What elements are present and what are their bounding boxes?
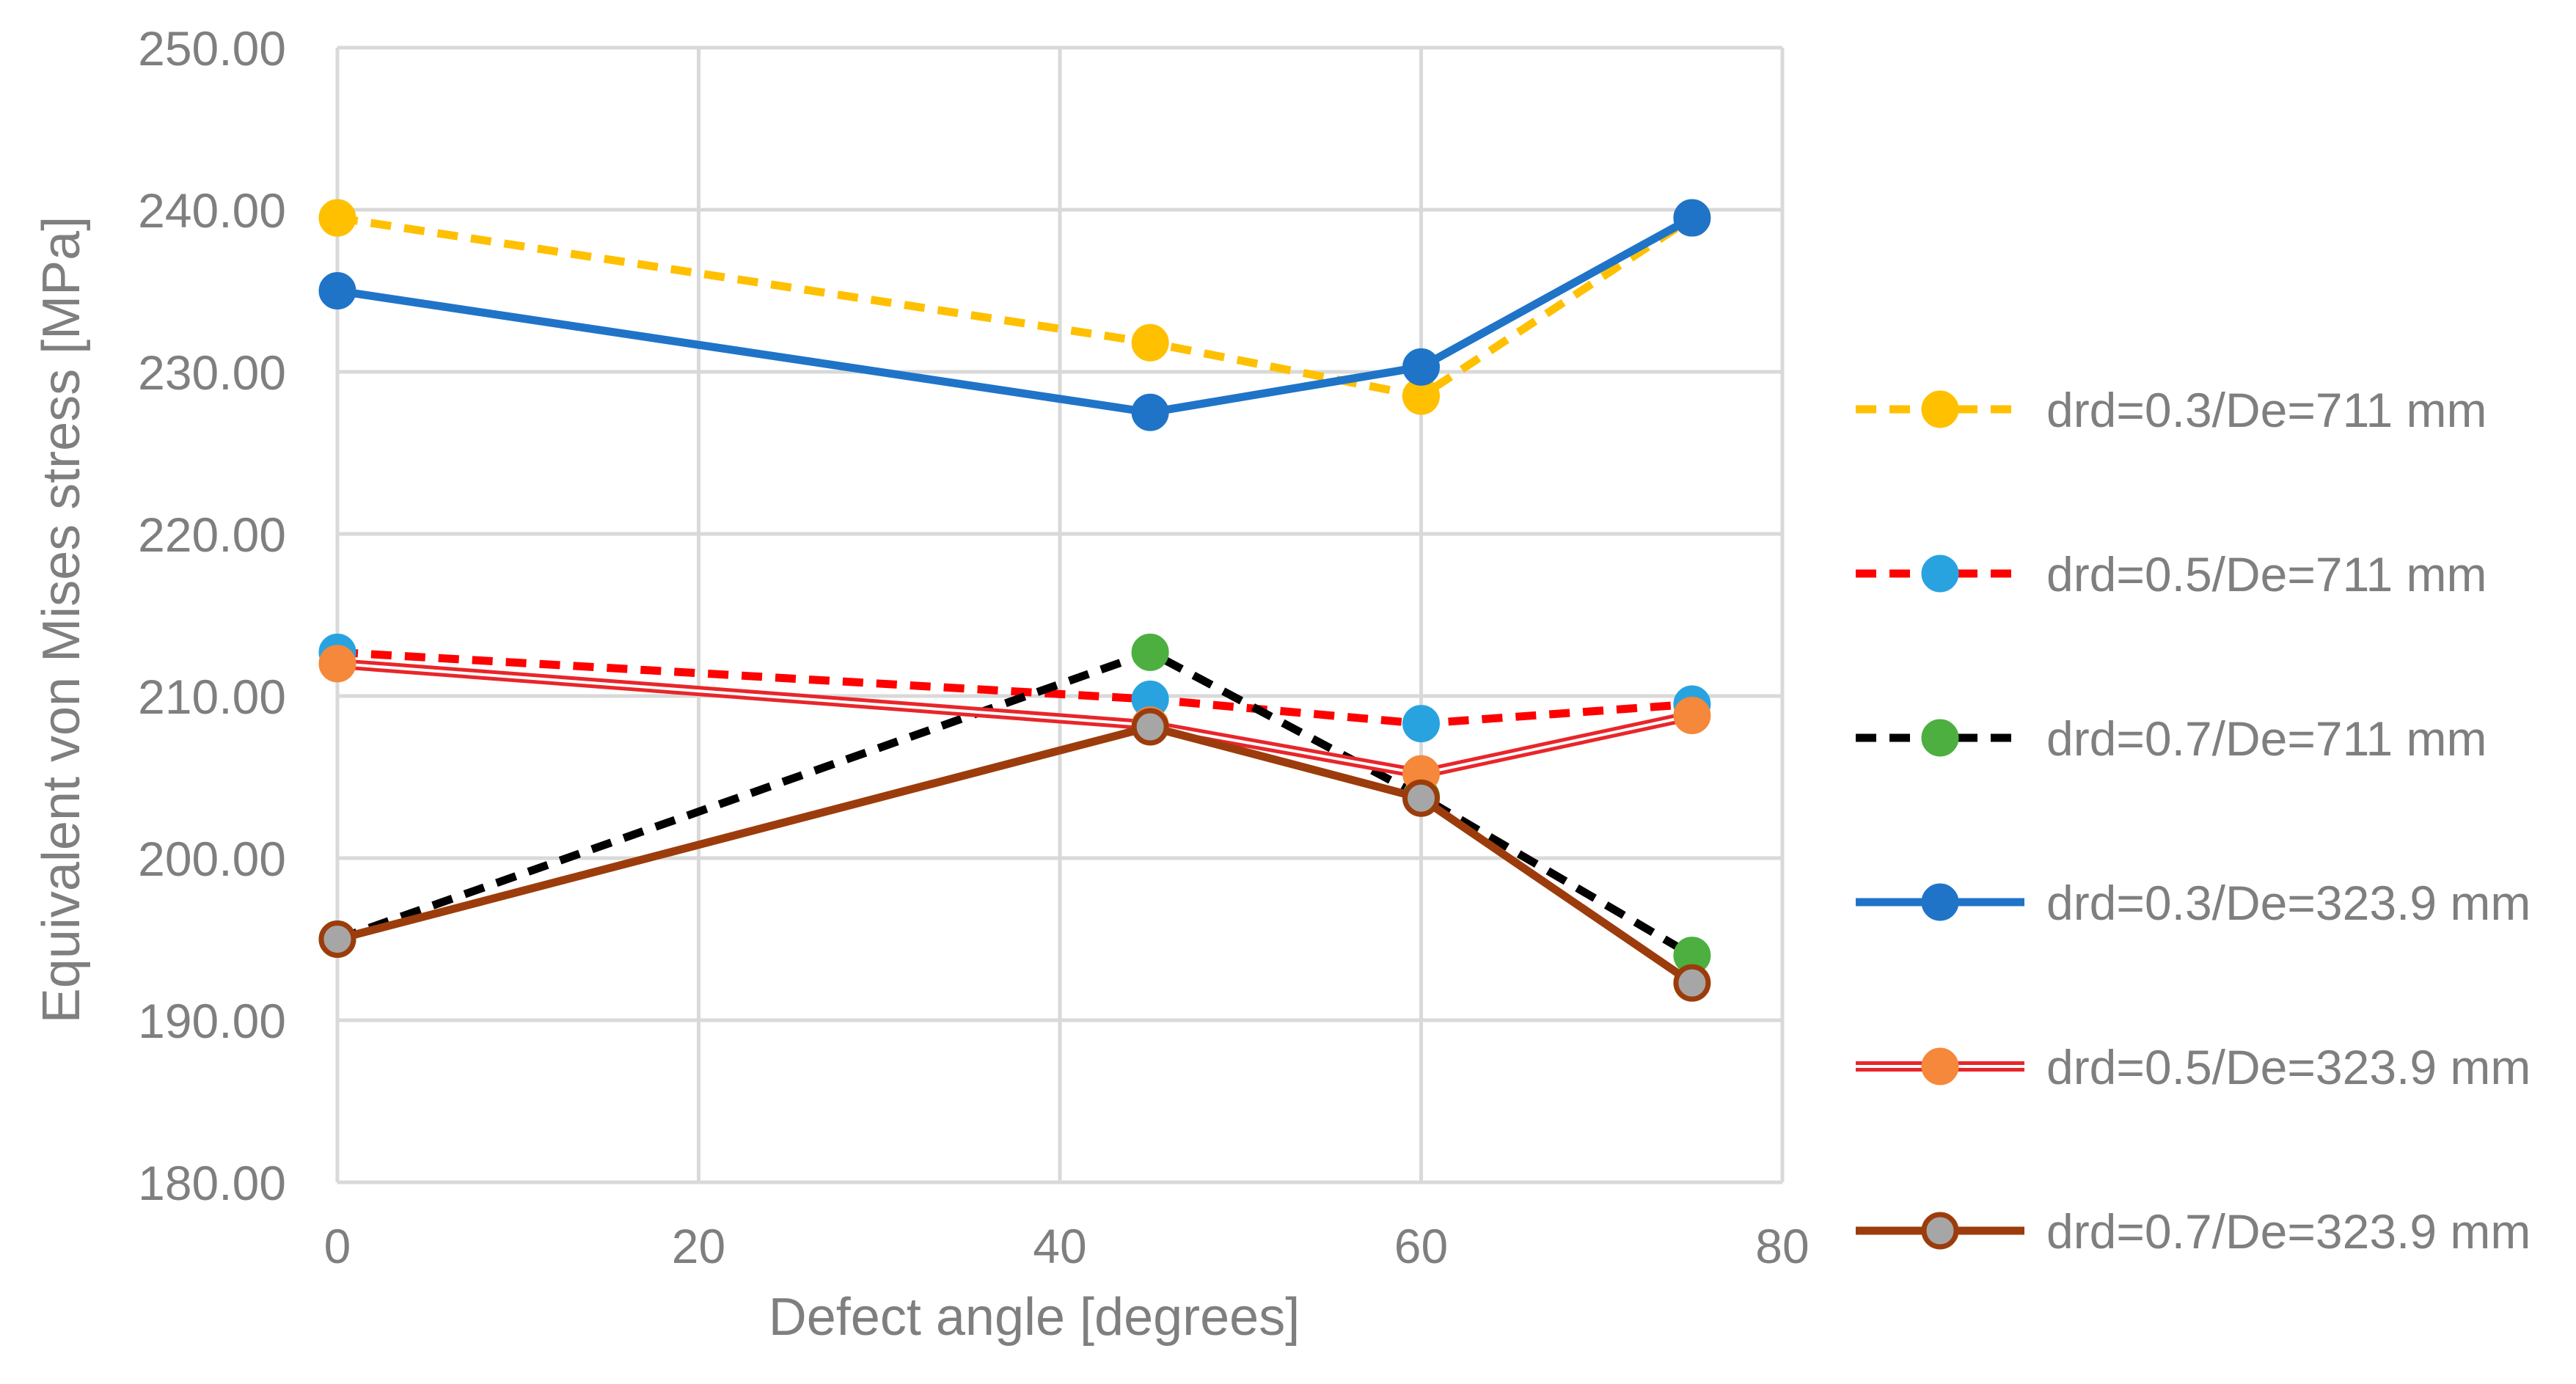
series-line (337, 214, 1694, 417)
legend-entry: drd=0.3/De=323.9 mm (1856, 876, 2531, 930)
data-point (1131, 633, 1169, 671)
series-line (337, 648, 1693, 728)
y-tick-label: 210.00 (138, 670, 286, 724)
legend-marker (1921, 1212, 1959, 1250)
y-tick-label: 240.00 (138, 183, 286, 238)
data-point (1131, 393, 1169, 431)
y-tick-label: 220.00 (138, 508, 286, 562)
series-6 (318, 708, 1711, 1002)
legend-label: drd=0.7/De=323.9 mm (2046, 1204, 2531, 1259)
series-line (336, 648, 1694, 959)
legend-entry: drd=0.5/De=711 mm (1856, 547, 2487, 601)
legend-marker (1921, 883, 1959, 921)
legend-marker (1921, 719, 1959, 757)
y-tick-label: 190.00 (138, 994, 286, 1048)
x-tick-label: 80 (1755, 1219, 1809, 1273)
legend-marker (1921, 554, 1959, 593)
legend-label: drd=0.5/De=323.9 mm (2046, 1040, 2531, 1094)
legend-label: drd=0.3/De=711 mm (2046, 383, 2487, 437)
series-line (336, 722, 1694, 986)
x-axis-title: Defect angle [degrees] (769, 1288, 1300, 1347)
legend-label: drd=0.5/De=711 mm (2046, 547, 2487, 601)
y-tick-label: 180.00 (138, 1156, 286, 1210)
legend-marker (1921, 1047, 1959, 1085)
legend-label: drd=0.3/De=323.9 mm (2046, 876, 2531, 930)
series-3 (318, 633, 1711, 975)
data-point (1402, 779, 1440, 817)
x-tick-label: 60 (1394, 1219, 1448, 1273)
data-point (318, 645, 356, 683)
series-2 (318, 633, 1711, 743)
x-tick-label: 0 (324, 1219, 351, 1273)
legend-entry: drd=0.7/De=323.9 mm (1856, 1204, 2531, 1259)
legend-entry: drd=0.5/De=323.9 mm (1856, 1040, 2531, 1094)
series-1 (318, 199, 1711, 415)
data-point (1131, 323, 1169, 362)
y-axis-title: Equivalent von Mises stress [MPa] (32, 216, 91, 1023)
series-line-inner (337, 662, 1693, 776)
data-point (1402, 348, 1440, 386)
legend-label: drd=0.7/De=711 mm (2046, 711, 2487, 766)
data-point (1131, 708, 1169, 746)
y-tick-label: 200.00 (138, 832, 286, 886)
legend-entry: drd=0.7/De=711 mm (1856, 711, 2487, 766)
data-point (318, 199, 356, 237)
data-point (1673, 199, 1711, 237)
data-point (318, 272, 356, 310)
y-tick-label: 250.00 (138, 21, 286, 76)
y-tick-label: 230.00 (138, 345, 286, 400)
data-point (1402, 705, 1440, 743)
data-point (318, 920, 356, 958)
data-point (1673, 697, 1711, 735)
legend-marker (1921, 390, 1959, 428)
series-line (337, 213, 1694, 400)
x-tick-label: 40 (1033, 1219, 1086, 1273)
legend-entry: drd=0.3/De=711 mm (1856, 383, 2487, 437)
x-tick-label: 20 (672, 1219, 725, 1273)
data-point (1673, 964, 1711, 1002)
series-4 (318, 199, 1711, 431)
